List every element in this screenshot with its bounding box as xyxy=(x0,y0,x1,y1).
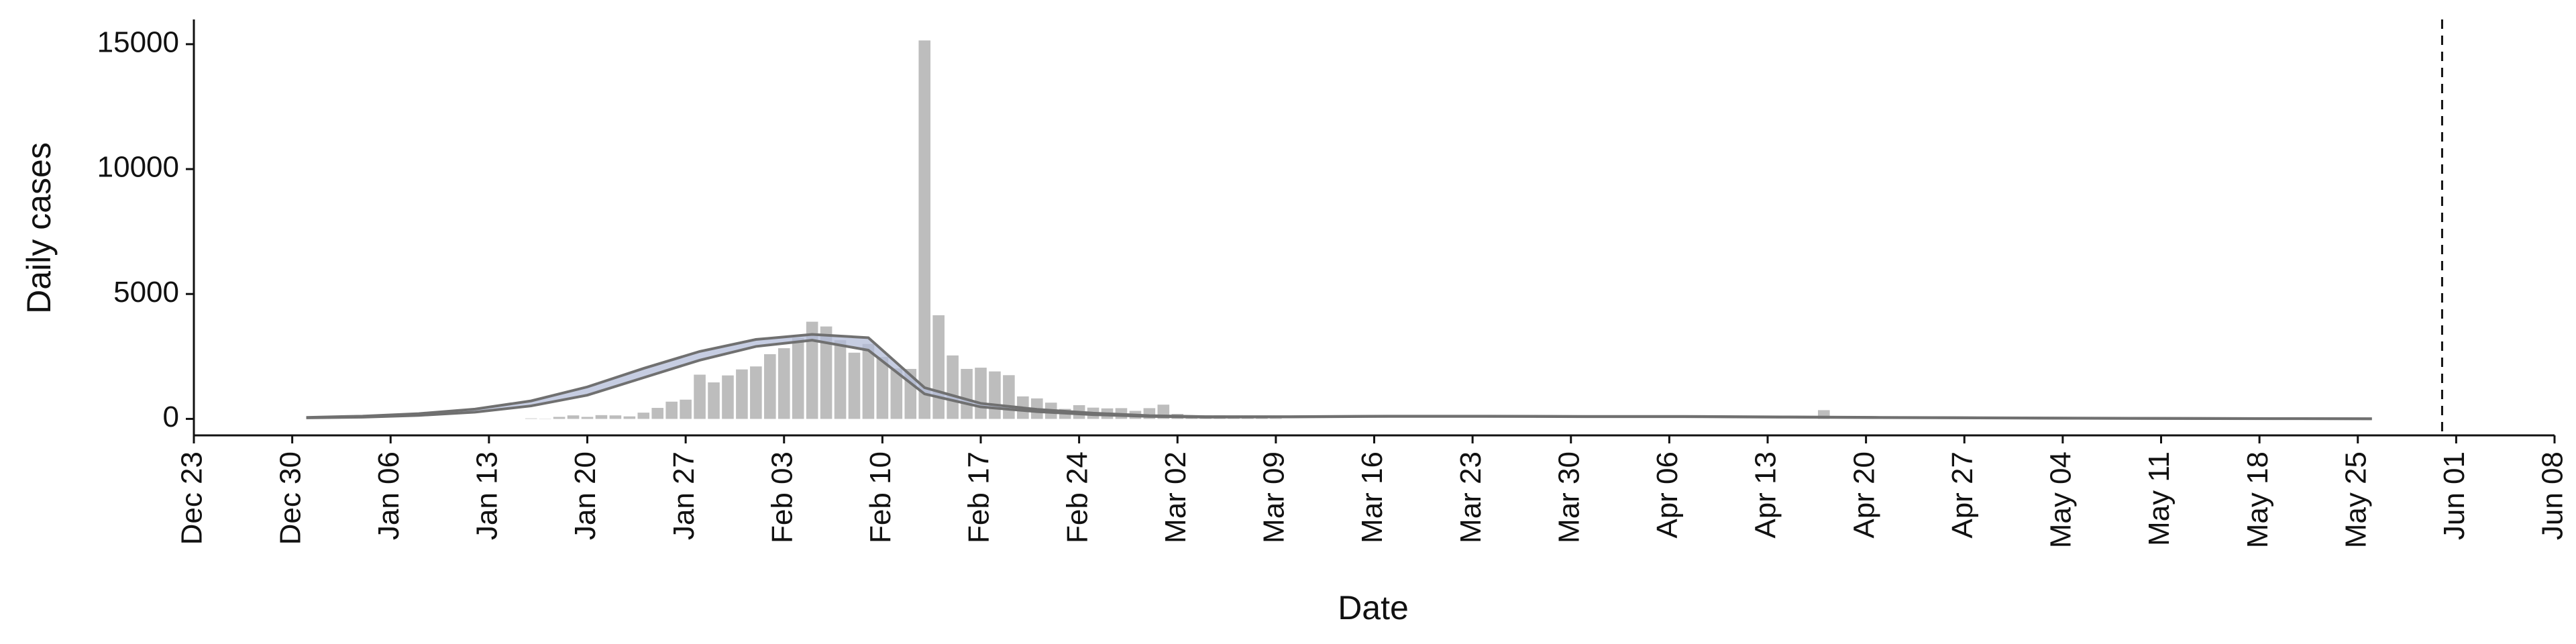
bar xyxy=(975,368,987,419)
bar xyxy=(651,408,664,419)
bar xyxy=(1003,375,1015,419)
x-tick-label: Apr 13 xyxy=(1750,451,1782,539)
y-tick-label: 5000 xyxy=(113,276,179,309)
model-lower-line xyxy=(306,339,2372,421)
x-tick-label: Dec 23 xyxy=(176,451,209,545)
bar xyxy=(820,326,833,419)
bar xyxy=(553,417,566,419)
y-tick-label: 15000 xyxy=(97,25,179,58)
x-tick-label: Jan 13 xyxy=(471,451,504,540)
x-tick-label: Mar 30 xyxy=(1552,451,1585,543)
model-upper-line xyxy=(306,333,2372,421)
bar xyxy=(609,415,622,419)
bar xyxy=(722,375,734,419)
bar xyxy=(581,417,594,419)
bar xyxy=(777,348,790,419)
x-tick-label: Dec 30 xyxy=(274,451,307,545)
bar xyxy=(862,343,875,419)
y-tick-label: 0 xyxy=(163,400,179,433)
x-tick-label: Feb 24 xyxy=(1061,451,1093,543)
bar xyxy=(567,415,580,419)
x-tick-label: Jan 20 xyxy=(569,451,602,540)
bar xyxy=(665,401,678,419)
x-tick-label: Feb 10 xyxy=(864,451,897,543)
x-tick-label: Mar 16 xyxy=(1356,451,1389,543)
bar xyxy=(1242,417,1254,419)
bar xyxy=(834,340,847,419)
bar xyxy=(637,413,650,419)
x-tick-label: Feb 03 xyxy=(765,451,798,543)
x-tick-label: Jan 06 xyxy=(372,451,405,540)
x-tick-label: Apr 27 xyxy=(1946,451,1979,539)
x-tick-label: May 18 xyxy=(2241,451,2274,548)
x-tick-label: Jun 08 xyxy=(2536,451,2569,540)
y-axis-title: Daily cases xyxy=(20,142,58,314)
x-tick-label: Apr 20 xyxy=(1847,451,1880,539)
bar xyxy=(961,368,973,419)
y-tick-label: 10000 xyxy=(97,151,179,184)
x-tick-label: Mar 23 xyxy=(1454,451,1487,543)
bar xyxy=(806,321,818,419)
bar xyxy=(918,40,931,419)
bar xyxy=(736,369,748,419)
bar xyxy=(989,371,1001,419)
bar xyxy=(947,355,959,419)
x-axis-title: Date xyxy=(1338,589,1409,627)
bar xyxy=(932,315,945,419)
x-tick-label: Jan 27 xyxy=(667,451,700,540)
bar xyxy=(876,357,889,419)
bar xyxy=(848,352,861,419)
x-tick-label: Mar 02 xyxy=(1159,451,1192,543)
bar xyxy=(708,382,720,419)
bar xyxy=(764,354,776,419)
bar xyxy=(595,415,608,419)
x-tick-label: May 04 xyxy=(2045,451,2078,548)
x-tick-label: Jun 01 xyxy=(2438,451,2471,540)
bar xyxy=(890,368,903,419)
x-tick-label: Mar 09 xyxy=(1258,451,1291,543)
bar xyxy=(1256,417,1268,419)
x-tick-label: May 11 xyxy=(2143,451,2176,546)
bar xyxy=(623,416,636,419)
x-tick-label: Apr 06 xyxy=(1651,451,1684,539)
bar xyxy=(680,399,692,419)
bar xyxy=(792,337,804,419)
x-tick-label: Feb 17 xyxy=(963,451,996,543)
bar xyxy=(694,374,706,419)
x-tick-label: May 25 xyxy=(2339,451,2372,548)
bar xyxy=(750,366,762,419)
